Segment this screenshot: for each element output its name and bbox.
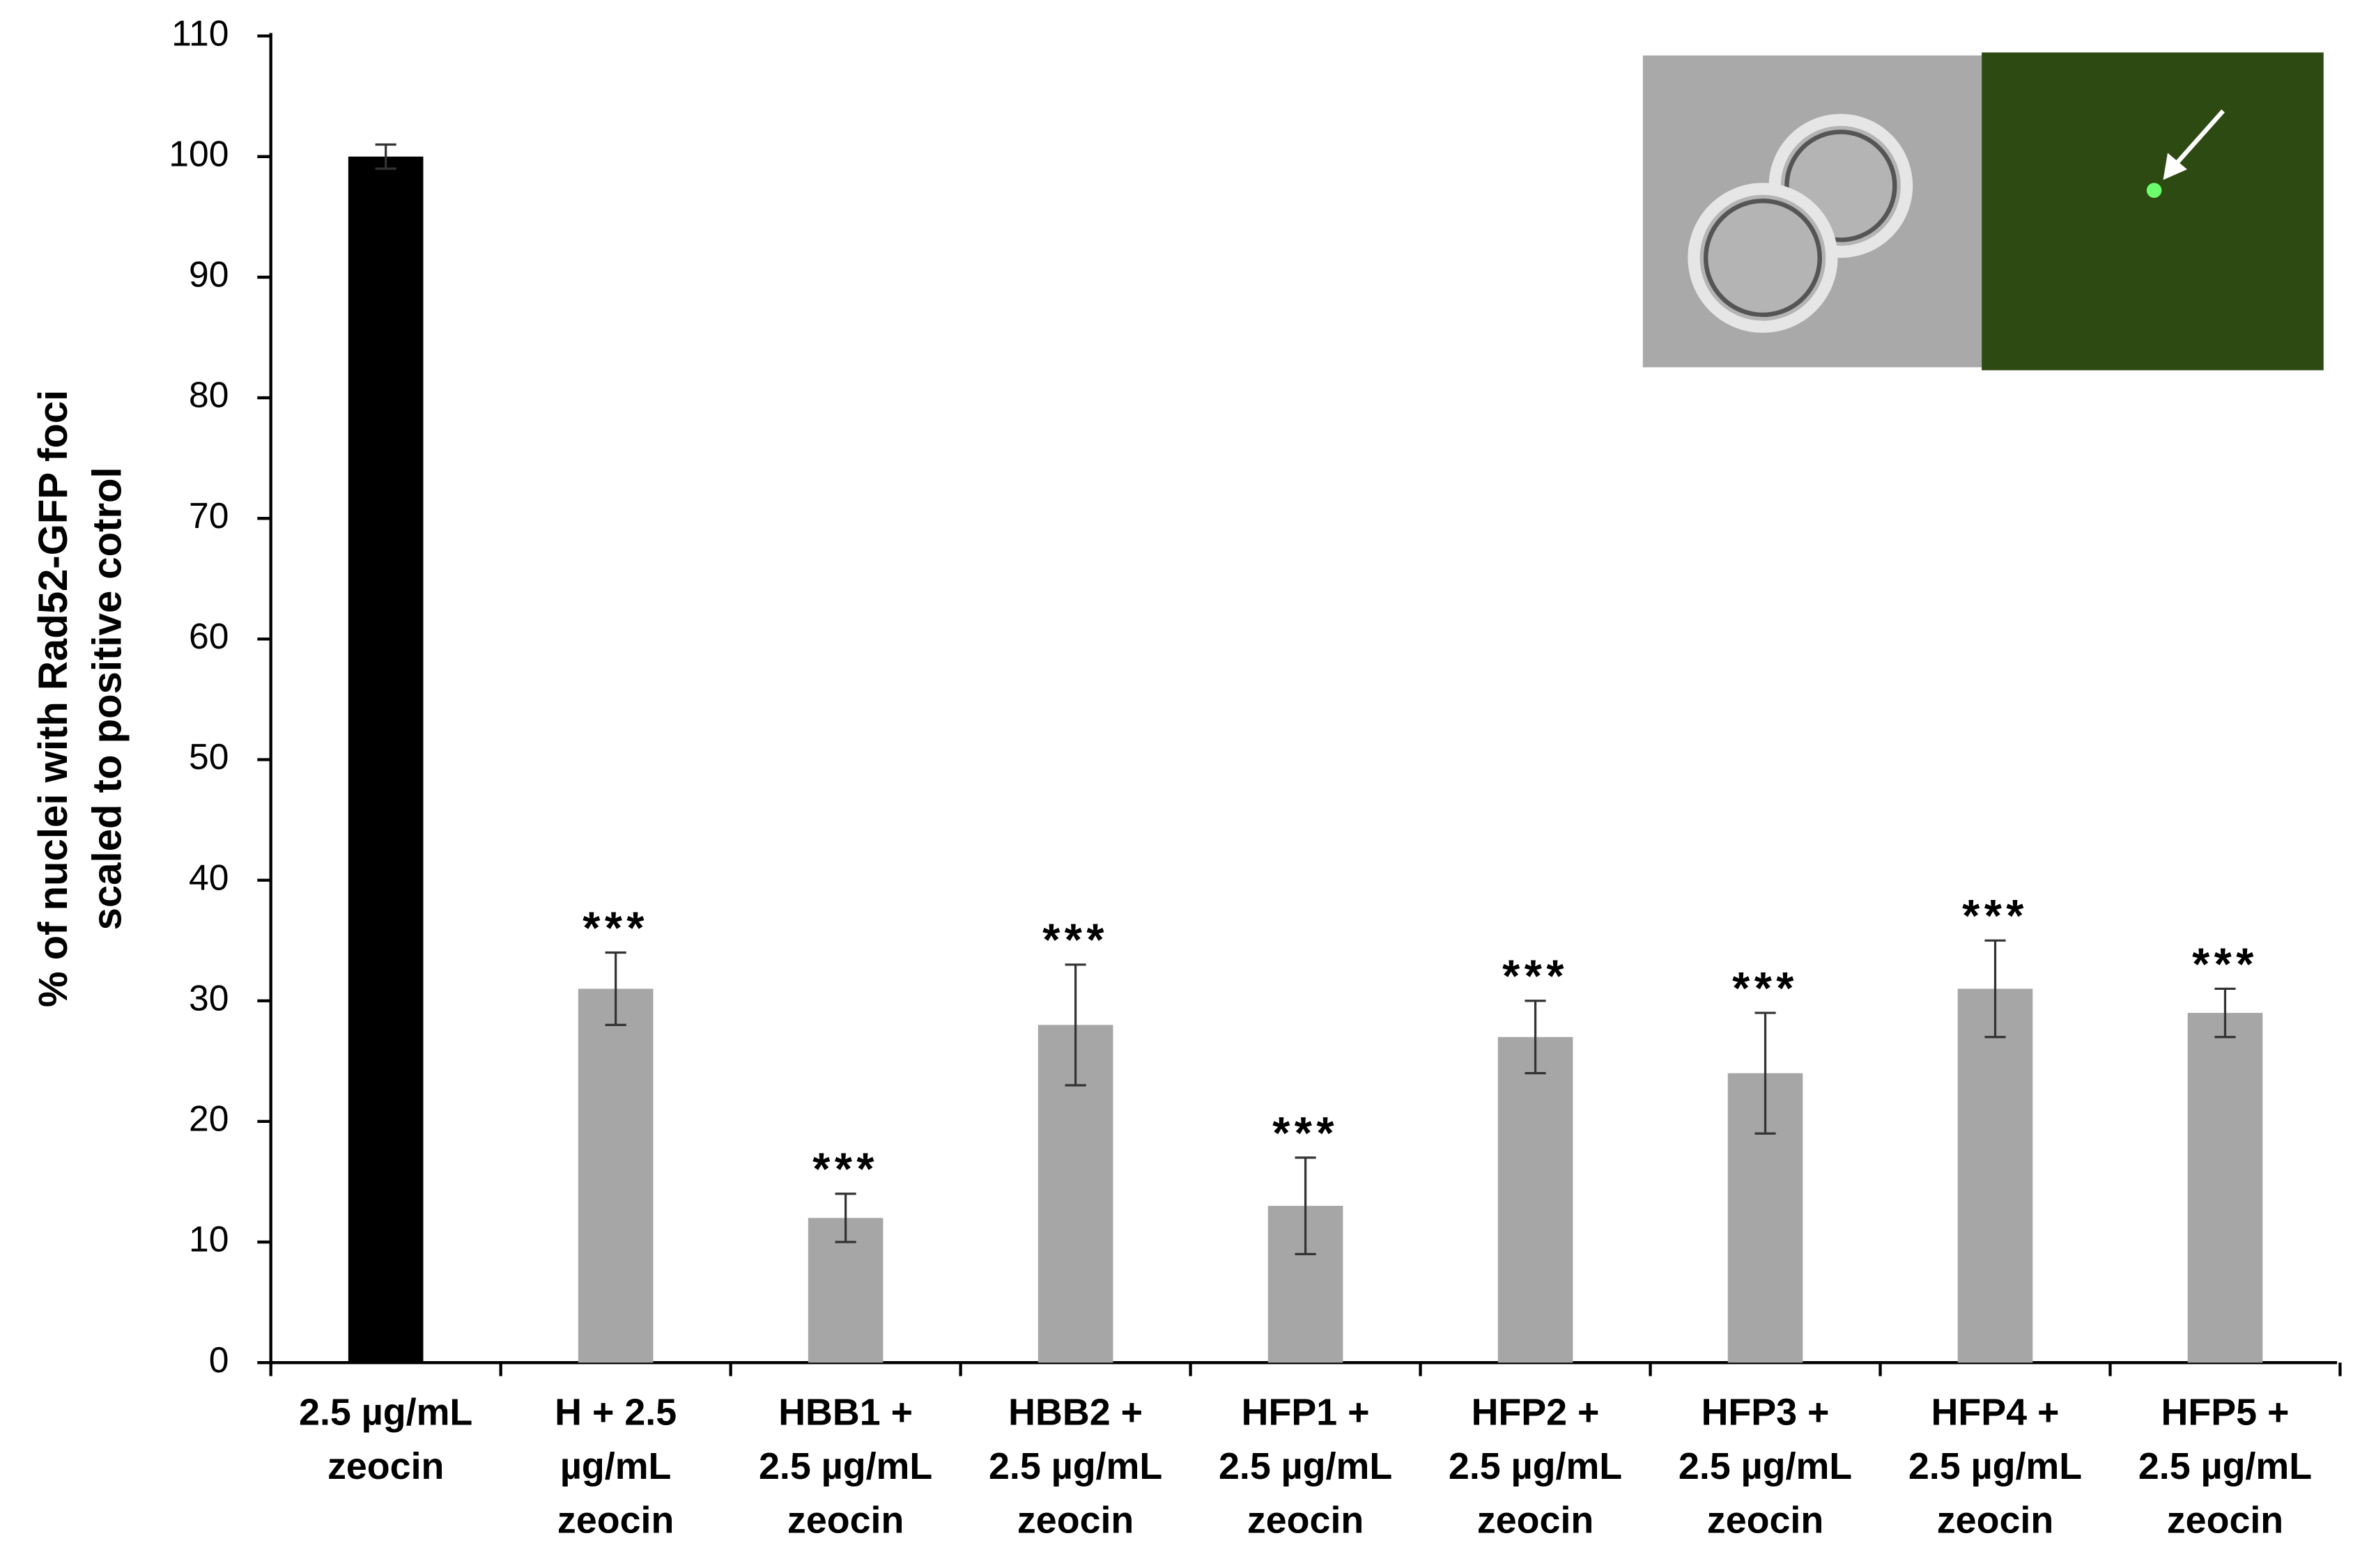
y-tick-label: 0 bbox=[209, 1340, 229, 1380]
y-tick-label: 20 bbox=[189, 1099, 229, 1139]
x-tick-label: HFP3 +2.5 µg/mL zeocin bbox=[1679, 1392, 1852, 1542]
y-tick-label: 70 bbox=[189, 495, 229, 536]
x-tick-label: HFP5 +2.5 µg/mL zeocin bbox=[2138, 1392, 2312, 1542]
significance-label: *** bbox=[1272, 1108, 1338, 1158]
y-tick-label: 110 bbox=[171, 13, 229, 53]
cell bbox=[1703, 199, 1822, 318]
y-tick-label: 40 bbox=[189, 857, 229, 897]
bar bbox=[1957, 988, 2033, 1363]
x-tick-label: H + 2.5 µg/mL zeocin bbox=[555, 1392, 677, 1542]
cell bbox=[1784, 130, 1897, 242]
fluorescence-image bbox=[1982, 52, 2324, 371]
y-tick-label: 10 bbox=[189, 1219, 229, 1259]
arrow-head bbox=[2163, 153, 2187, 180]
y-tick-label: 80 bbox=[189, 375, 229, 415]
micrograph-inset bbox=[1642, 52, 2324, 371]
significance-label: *** bbox=[1962, 891, 2028, 941]
x-tick-label: 2.5 µg/mL zeocin bbox=[299, 1392, 472, 1487]
significance-label: *** bbox=[2192, 939, 2258, 989]
y-tick-label: 50 bbox=[189, 736, 229, 777]
x-tick-label: HFP1 +2.5 µg/mL zeocin bbox=[1219, 1392, 1392, 1542]
y-tick-label: 100 bbox=[169, 133, 229, 173]
x-tick-label: HFP2 +2.5 µg/mL zeocin bbox=[1449, 1392, 1622, 1542]
bar bbox=[1497, 1037, 1573, 1363]
significance-label: *** bbox=[812, 1144, 879, 1195]
y-tick-label: 60 bbox=[189, 616, 229, 656]
x-tick-label: HBB2 +2.5 µg/mL zeocin bbox=[989, 1392, 1162, 1542]
y-tick-label: 30 bbox=[189, 977, 229, 1018]
bar bbox=[348, 156, 424, 1363]
y-axis-label: % of nuclei with Rad52-GFP foci scaled to… bbox=[31, 390, 130, 1008]
bar bbox=[578, 988, 654, 1363]
bar bbox=[2187, 1013, 2263, 1363]
arrow bbox=[2173, 109, 2225, 166]
significance-label: *** bbox=[583, 903, 649, 953]
cell bbox=[1688, 183, 1838, 333]
x-tick-label: HBB1 +2.5 µg/mL zeocin bbox=[759, 1392, 932, 1542]
gfp-focus bbox=[2146, 183, 2162, 199]
significance-label: *** bbox=[1042, 915, 1109, 965]
y-tick-label: 90 bbox=[189, 254, 229, 295]
x-tick-label: HFP4 +2.5 µg/mL zeocin bbox=[1908, 1392, 2082, 1542]
significance-label: *** bbox=[1732, 963, 1798, 1014]
significance-label: *** bbox=[1502, 952, 1568, 1002]
